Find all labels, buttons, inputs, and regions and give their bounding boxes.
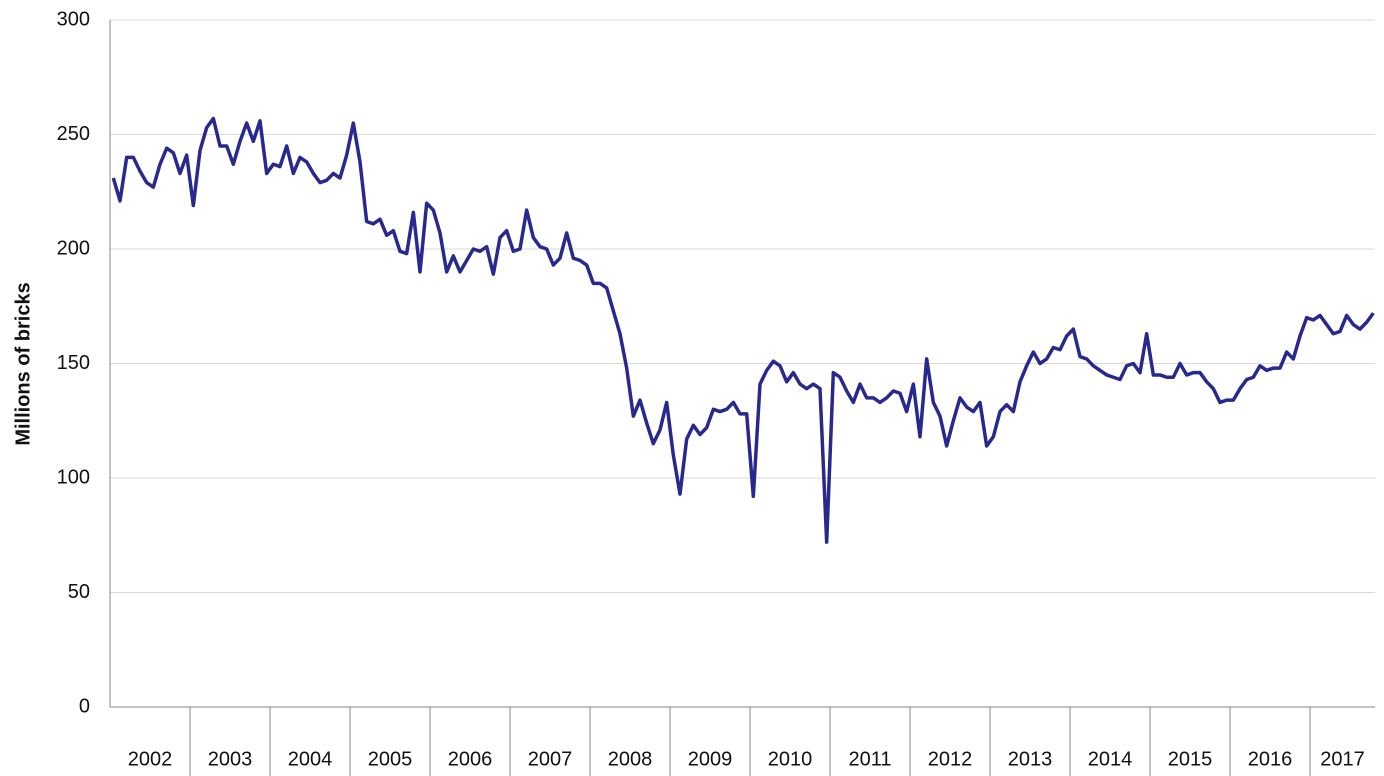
x-tick-label: 2015: [1168, 748, 1213, 770]
y-tick-label: 150: [57, 352, 90, 374]
y-tick-label: 200: [57, 237, 90, 259]
y-tick-label: 0: [79, 695, 90, 717]
x-tick-label: 2016: [1248, 748, 1293, 770]
x-tick-label: 2008: [608, 748, 653, 770]
x-tick-label: 2003: [208, 748, 253, 770]
y-tick-label: 300: [57, 8, 90, 30]
data-line: [111, 116, 1375, 544]
x-tick-label: 2010: [768, 748, 813, 770]
x-tick-label: 2012: [928, 748, 973, 770]
y-axis-label: Millions of bricks: [12, 282, 34, 445]
x-tick-label: 2002: [128, 748, 173, 770]
x-tick-label: 2005: [368, 748, 413, 770]
y-tick-label: 50: [68, 581, 90, 603]
x-tick-label: 2009: [688, 748, 733, 770]
x-tick-label: 2013: [1008, 748, 1053, 770]
y-tick-label: 250: [57, 123, 90, 145]
x-tick-label: 2011: [848, 748, 891, 770]
x-tick-label: 2006: [448, 748, 493, 770]
y-tick-label: 100: [57, 466, 90, 488]
x-tick-label: 2007: [528, 748, 573, 770]
x-tick-label: 2014: [1088, 748, 1133, 770]
x-tick-label: 2017: [1320, 748, 1365, 770]
x-tick-label: 2004: [288, 748, 333, 770]
